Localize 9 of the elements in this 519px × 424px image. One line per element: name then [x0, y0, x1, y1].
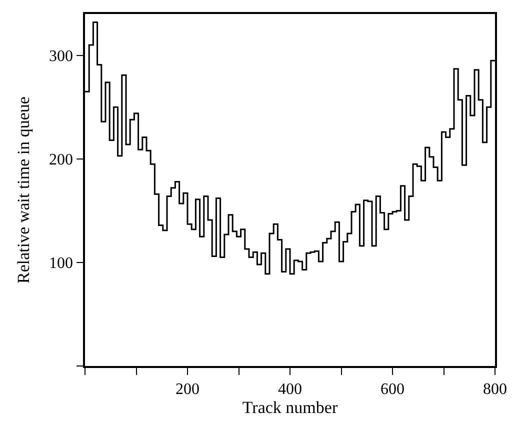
x-tick-label: 600 [380, 380, 404, 398]
x-tick-label: 800 [483, 380, 507, 398]
x-tick-label: 200 [176, 380, 200, 398]
y-axis-title: Relative wait time in queue [14, 96, 34, 284]
y-tick-label: 200 [49, 152, 74, 169]
y-tick-label: 300 [49, 48, 74, 66]
x-tick-label: 400 [278, 380, 302, 398]
x-axis-title: Track number [242, 398, 338, 417]
y-tick-label: 100 [49, 255, 74, 272]
